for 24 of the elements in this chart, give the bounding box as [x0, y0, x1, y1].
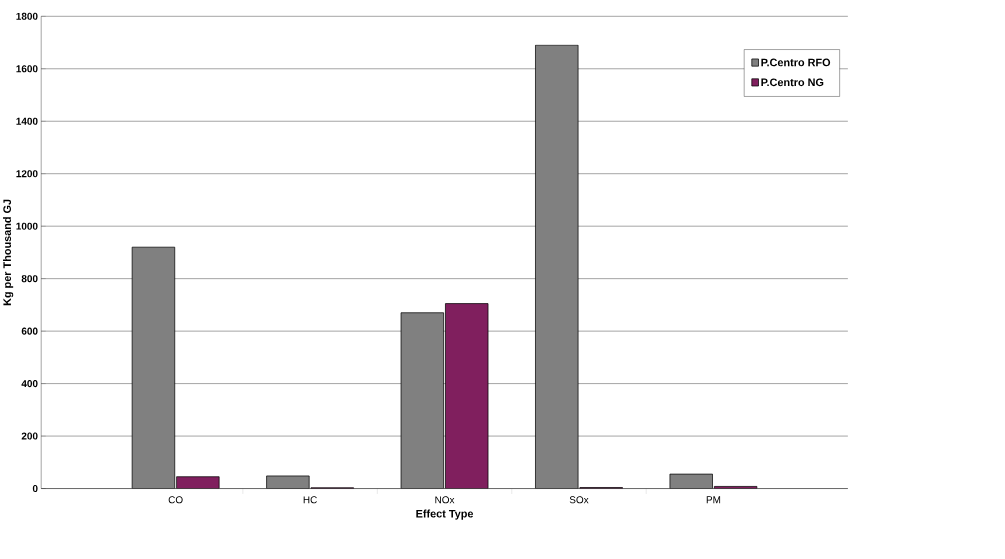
x-tick-label: NOx: [435, 496, 455, 504]
y-tick-label: 400: [21, 379, 38, 388]
bar: [400, 312, 444, 489]
y-tick-label: 800: [21, 275, 38, 283]
y-axis-title: Kg per Thousand GJ: [3, 199, 14, 306]
x-tick-label: PM: [706, 496, 721, 504]
y-tick-label: 200: [21, 432, 38, 440]
y-tick-label: 1600: [16, 65, 38, 73]
x-tick-label: SOx: [569, 496, 589, 504]
x-tick-label: HC: [303, 496, 317, 504]
bar: [445, 303, 489, 489]
y-tick-label: 1000: [16, 222, 38, 230]
legend-label: P.Centro RFO: [761, 58, 831, 67]
y-tick-label: 1200: [16, 170, 38, 178]
y-tick-label: 1800: [16, 12, 38, 20]
bar: [535, 44, 579, 489]
bar: [131, 246, 176, 489]
legend-label: P.Centro NG: [761, 78, 824, 87]
x-axis-title: Effect Type: [416, 509, 474, 520]
y-tick-label: 1400: [16, 117, 38, 125]
x-tick-label: CO: [168, 496, 183, 504]
y-tick-label: 600: [21, 327, 38, 335]
bar: [176, 476, 220, 489]
y-tick-label: 0: [32, 484, 38, 492]
